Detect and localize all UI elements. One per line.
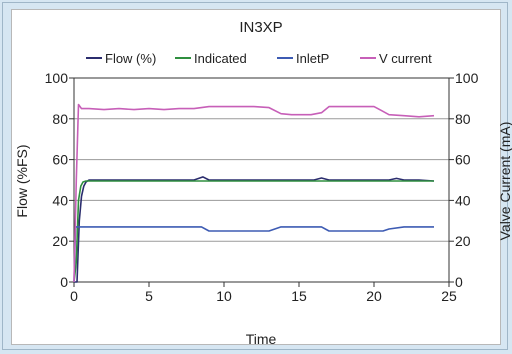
- chart-panel: [11, 9, 501, 345]
- x-tick-label-15: 15: [291, 288, 307, 304]
- series-line-v-current: [73, 103, 435, 283]
- y-tick-label-40: 40: [52, 192, 68, 208]
- legend-label-flow: Flow (%): [105, 51, 156, 66]
- series-layer: [73, 103, 435, 283]
- tick-labels: 0 20 40 60 80 100 0 20 40 60 80 100 0 5 10 15 20 25: [45, 70, 479, 304]
- y2-tick-label-40: 40: [455, 192, 471, 208]
- x-tick-label-5: 5: [145, 288, 153, 304]
- x-tick-label-0: 0: [70, 288, 78, 304]
- legend-label-v-current: V current: [379, 51, 432, 66]
- y-tick-label-0: 0: [60, 274, 68, 290]
- y2-tick-label-20: 20: [455, 233, 471, 249]
- x-tick-label-20: 20: [366, 288, 382, 304]
- x-tick-label-10: 10: [216, 288, 232, 304]
- y-tick-label-80: 80: [52, 111, 68, 127]
- y-tick-label-60: 60: [52, 152, 68, 168]
- legend-label-inletp: InletP: [296, 51, 329, 66]
- y2-axis-label: Valve Current (mA): [497, 122, 512, 241]
- y2-tick-label-80: 80: [455, 111, 471, 127]
- chart-frame: [2, 2, 508, 350]
- y-tick-label-20: 20: [52, 233, 68, 249]
- y2-tick-label-100: 100: [455, 70, 479, 86]
- y-axis-label: Flow (%FS): [14, 144, 30, 217]
- series-line-flow: [74, 176, 435, 283]
- y-tick-label-100: 100: [45, 70, 69, 86]
- series-line-indicated: [73, 180, 434, 283]
- gridlines: [74, 118, 449, 242]
- chart-title: IN3XP: [239, 19, 282, 36]
- axes: [69, 77, 454, 287]
- legend-label-indicated: Indicated: [194, 51, 247, 66]
- series-line-inletp: [73, 226, 434, 283]
- x-axis-label: Time: [246, 331, 277, 347]
- y2-tick-label-60: 60: [455, 152, 471, 168]
- y2-tick-label-0: 0: [455, 274, 463, 290]
- legend: Flow (%) Indicated InletP V current: [86, 51, 432, 66]
- x-tick-label-25: 25: [441, 288, 457, 304]
